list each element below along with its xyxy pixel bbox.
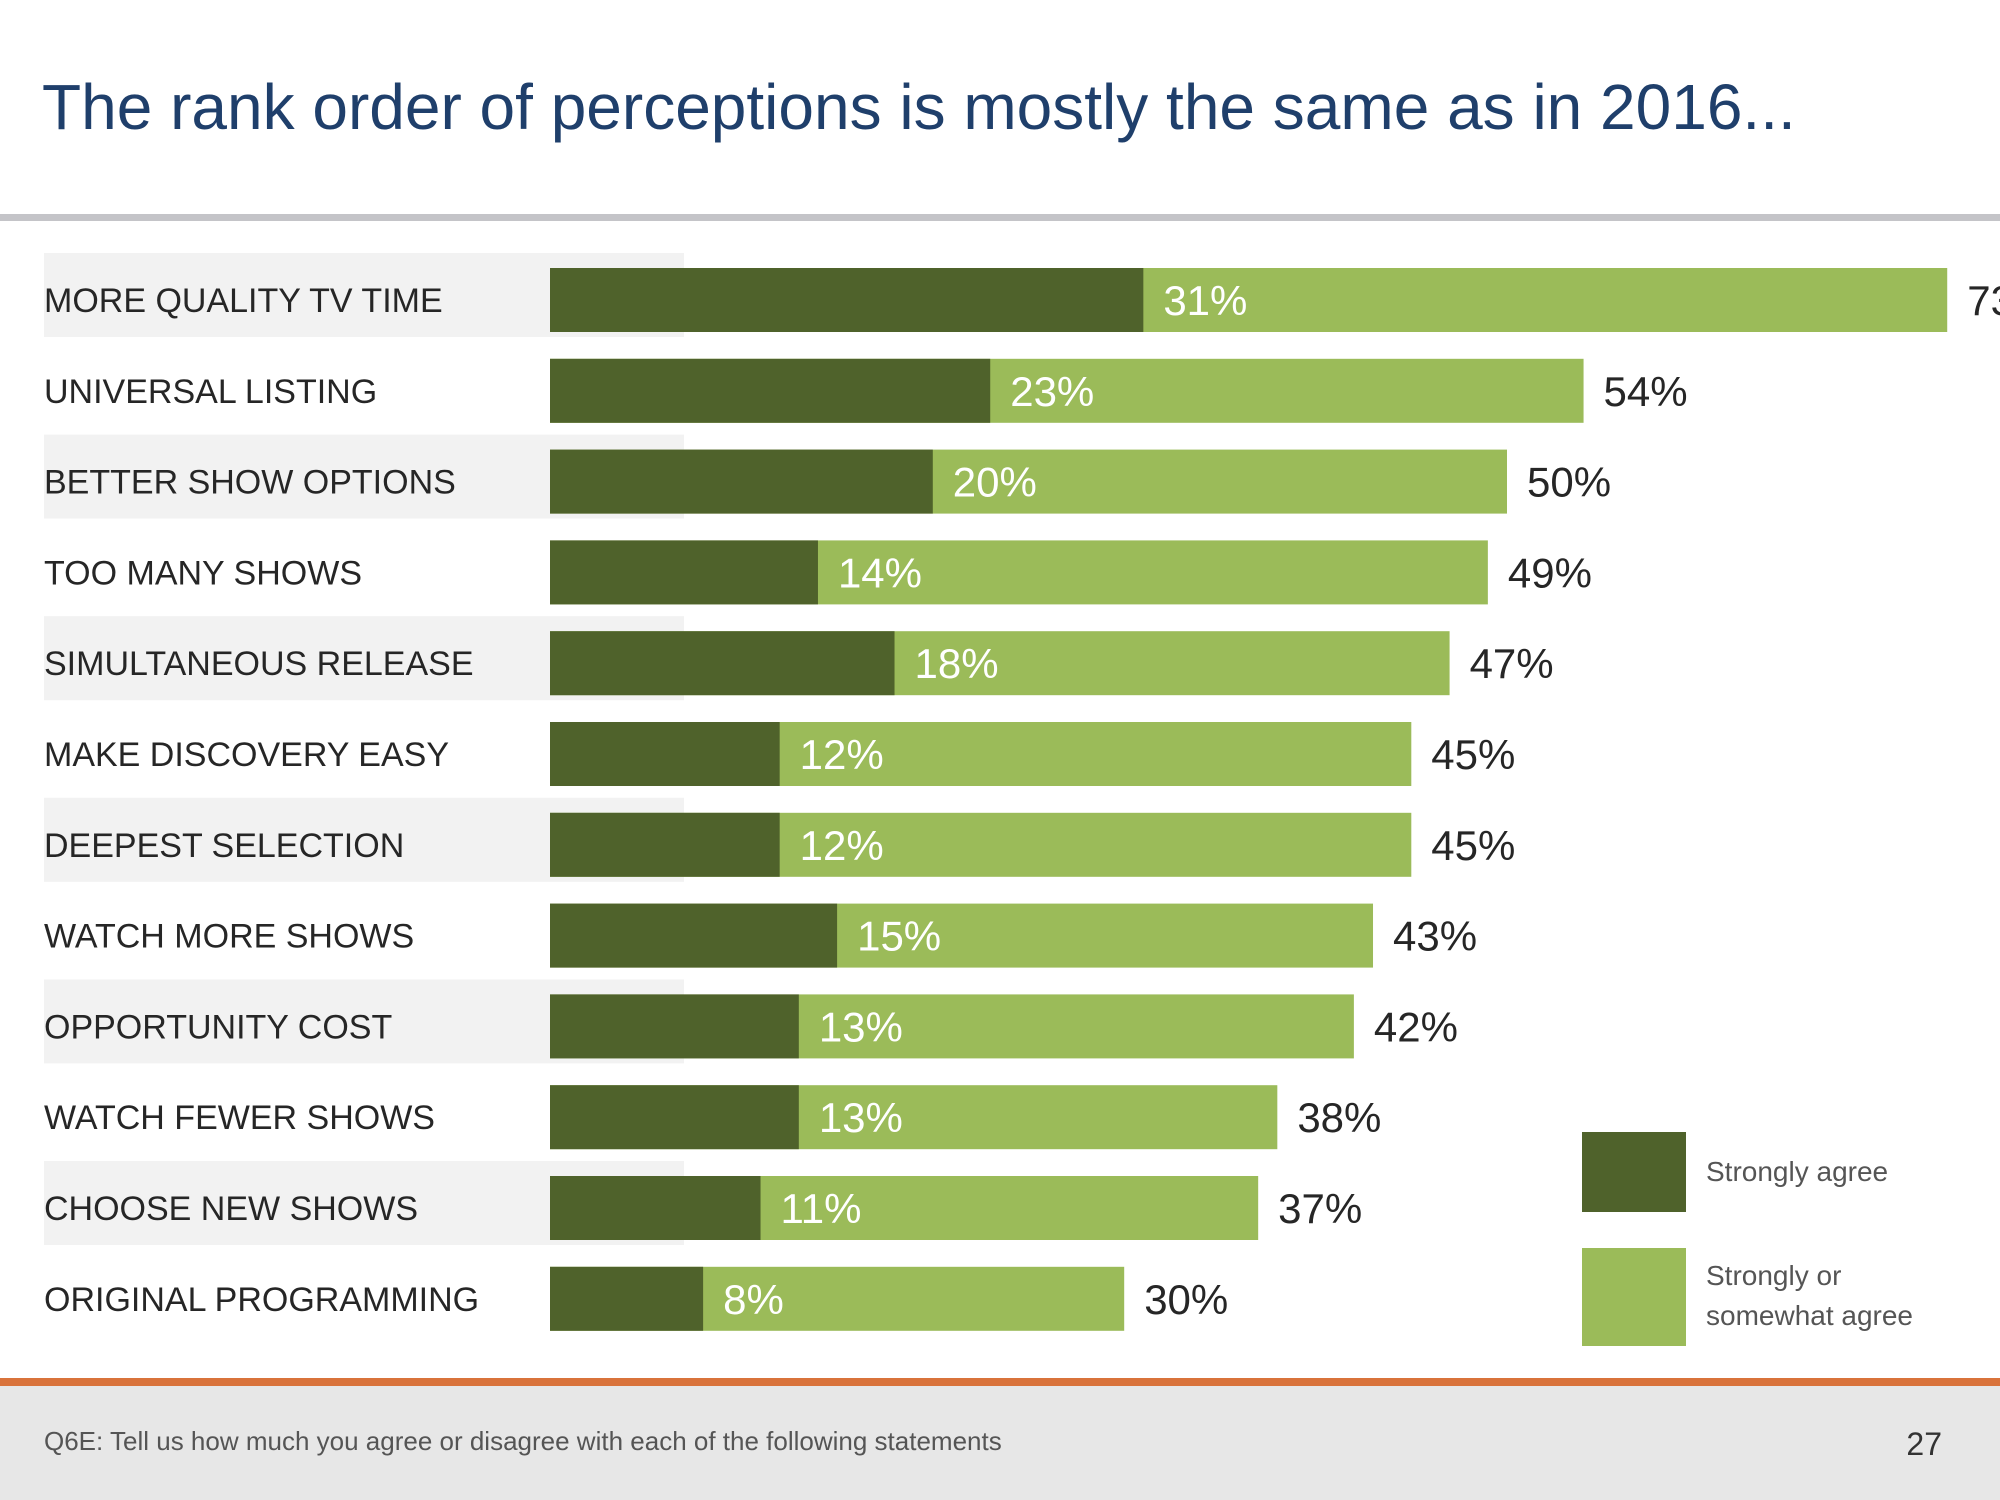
- data-label-total: 49%: [1508, 549, 1592, 596]
- category-label: UNIVERSAL LISTING: [44, 373, 377, 411]
- bar-strongly-agree: [550, 1266, 704, 1331]
- category-label: WATCH MORE SHOWS: [44, 918, 414, 956]
- data-label-strongly-agree: 12%: [800, 731, 884, 778]
- category-label: MORE QUALITY TV TIME: [44, 282, 443, 320]
- data-label-strongly-agree: 11%: [781, 1185, 862, 1232]
- data-label-strongly-agree: 23%: [1010, 368, 1094, 415]
- bar-strongly-agree: [550, 449, 933, 514]
- bar-strongly-agree: [550, 722, 780, 786]
- category-label: MAKE DISCOVERY EASY: [44, 736, 449, 774]
- bar-strongly-agree: [550, 994, 799, 1059]
- bar-chart: MORE QUALITY TV TIME 31% 73% UNIVERSAL LIST…: [44, 253, 2000, 1331]
- category-label: OPPORTUNITY COST: [44, 1008, 392, 1046]
- data-label-strongly-agree: 18%: [915, 640, 999, 687]
- bar-strongly-agree: [550, 358, 991, 423]
- legend-swatch-strongly-or-somewhat-agree: [1582, 1248, 1686, 1346]
- data-label-total: 37%: [1278, 1185, 1362, 1232]
- data-label-total: 54%: [1604, 368, 1688, 415]
- data-label-total: 45%: [1431, 822, 1515, 869]
- bar-strongly-agree: [550, 1085, 799, 1150]
- data-label-total: 45%: [1431, 731, 1515, 778]
- data-label-strongly-agree: 13%: [819, 1094, 903, 1141]
- data-label-total: 38%: [1297, 1094, 1381, 1141]
- data-label-strongly-agree: 20%: [953, 459, 1037, 506]
- data-label-total: 43%: [1393, 913, 1477, 960]
- category-label: TOO MANY SHOWS: [44, 554, 362, 592]
- data-label-total: 42%: [1374, 1003, 1458, 1050]
- data-label-total: 47%: [1470, 640, 1554, 687]
- data-label-strongly-agree: 15%: [857, 913, 941, 960]
- category-label: BETTER SHOW OPTIONS: [44, 464, 456, 502]
- category-label: DEEPEST SELECTION: [44, 827, 404, 865]
- footnote: Q6E: Tell us how much you agree or disag…: [44, 1426, 1002, 1456]
- legend-label-strongly-agree: Strongly agree: [1706, 1156, 1889, 1187]
- bar-strongly-agree: [550, 1176, 761, 1240]
- footer-bar: [0, 1386, 2000, 1500]
- category-label: CHOOSE NEW SHOWS: [44, 1190, 418, 1228]
- data-label-strongly-agree: 31%: [1163, 277, 1247, 324]
- data-label-strongly-agree: 13%: [819, 1003, 903, 1050]
- bar-strongly-agree: [550, 631, 895, 696]
- category-label: SIMULTANEOUS RELEASE: [44, 645, 474, 683]
- title-divider: [0, 214, 2000, 221]
- page-number: 27: [1906, 1426, 1942, 1462]
- footer-accent-line: [0, 1378, 2000, 1386]
- bar-strongly-agree: [550, 268, 1144, 332]
- page-title: The rank order of perceptions is mostly …: [42, 71, 1796, 143]
- data-label-strongly-agree: 14%: [838, 549, 922, 596]
- data-label-strongly-agree: 8%: [723, 1276, 784, 1323]
- bar-strongly-agree: [550, 540, 818, 605]
- data-label-total: 50%: [1527, 459, 1611, 506]
- data-label-total: 73%: [1967, 277, 2000, 324]
- data-label-strongly-agree: 12%: [800, 822, 884, 869]
- category-label: WATCH FEWER SHOWS: [44, 1099, 435, 1137]
- bar-strongly-agree: [550, 903, 838, 968]
- bar-strongly-agree: [550, 812, 780, 877]
- legend-swatch-strongly-agree: [1582, 1132, 1686, 1212]
- category-label: ORIGINAL PROGRAMMING: [44, 1281, 479, 1319]
- data-label-total: 30%: [1144, 1276, 1228, 1323]
- legend-label-strongly-or-somewhat-agree: Strongly or somewhat agree: [1706, 1260, 1914, 1331]
